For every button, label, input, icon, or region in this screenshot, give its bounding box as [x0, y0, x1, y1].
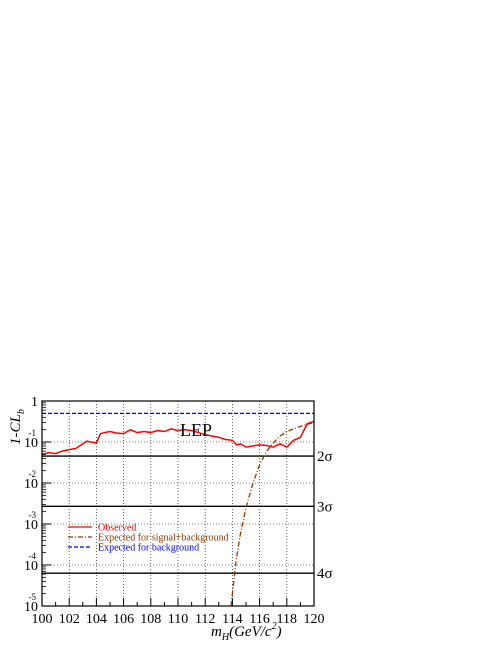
grid-lines [41, 400, 315, 607]
axis-ticks [41, 400, 315, 607]
tick-labels: 100 102 104 106 108 110 112 114 116 118 120110-110… [24, 395, 325, 627]
lep-annotation: LEP [180, 420, 212, 440]
x-axis-title-unit: (GeV/c [229, 624, 272, 640]
x-tick-label: 114 [222, 612, 242, 627]
sigma-label: 3σ [317, 499, 333, 515]
legend-label: Expected for signal+background [98, 533, 229, 544]
y-tick-exponent: -5 [29, 592, 37, 602]
x-tick-label: 102 [59, 612, 80, 627]
x-axis-title-sub: H [221, 632, 230, 643]
y-tick-exponent: -1 [29, 428, 37, 438]
y-tick-exponent: -4 [29, 551, 37, 561]
legend-label: Expected for background [98, 543, 199, 554]
x-tick-label: 104 [86, 612, 107, 627]
y-axis-title-main: 1-CL [8, 414, 24, 445]
sigma-labels: 2σ 3σ 4σ [317, 449, 333, 582]
y-axis-title-sub: b [16, 409, 27, 414]
x-axis-title-main: m [211, 624, 222, 640]
y-tick-exponent: -3 [29, 510, 37, 520]
y-tick-label: 1 [31, 395, 38, 410]
y-tick-exponent: -2 [29, 469, 37, 479]
x-tick-label: 112 [195, 612, 215, 627]
series-line-observed [41, 420, 315, 456]
y-tick-label: 10 [24, 518, 38, 533]
x-tick-label: 110 [168, 612, 188, 627]
sigma-label: 4σ [317, 566, 333, 582]
x-tick-label: 108 [140, 612, 161, 627]
x-axis-title-unit-sup: 2 [272, 621, 277, 632]
y-tick-label: 10 [24, 600, 38, 615]
x-tick-label: 120 [304, 612, 325, 627]
series-lines [41, 412, 315, 607]
y-tick-label: 10 [24, 559, 38, 574]
sigma-label: 2σ [317, 449, 333, 465]
x-tick-label: 116 [249, 612, 269, 627]
x-tick-label: 118 [277, 612, 297, 627]
sigma-lines [42, 455, 314, 574]
x-tick-label: 106 [113, 612, 134, 627]
y-tick-label: 10 [24, 436, 38, 451]
y-tick-label: 10 [24, 477, 38, 492]
series-line-expected-for-signal-background [230, 421, 315, 607]
x-axis-title-unit-end: ) [276, 624, 282, 640]
x-tick-label: 100 [32, 612, 53, 627]
legend-label: Observed [98, 523, 136, 534]
x-axis-title: mH(GeV/c2) [211, 621, 282, 643]
y-axis-title: 1-CLb [8, 409, 27, 445]
